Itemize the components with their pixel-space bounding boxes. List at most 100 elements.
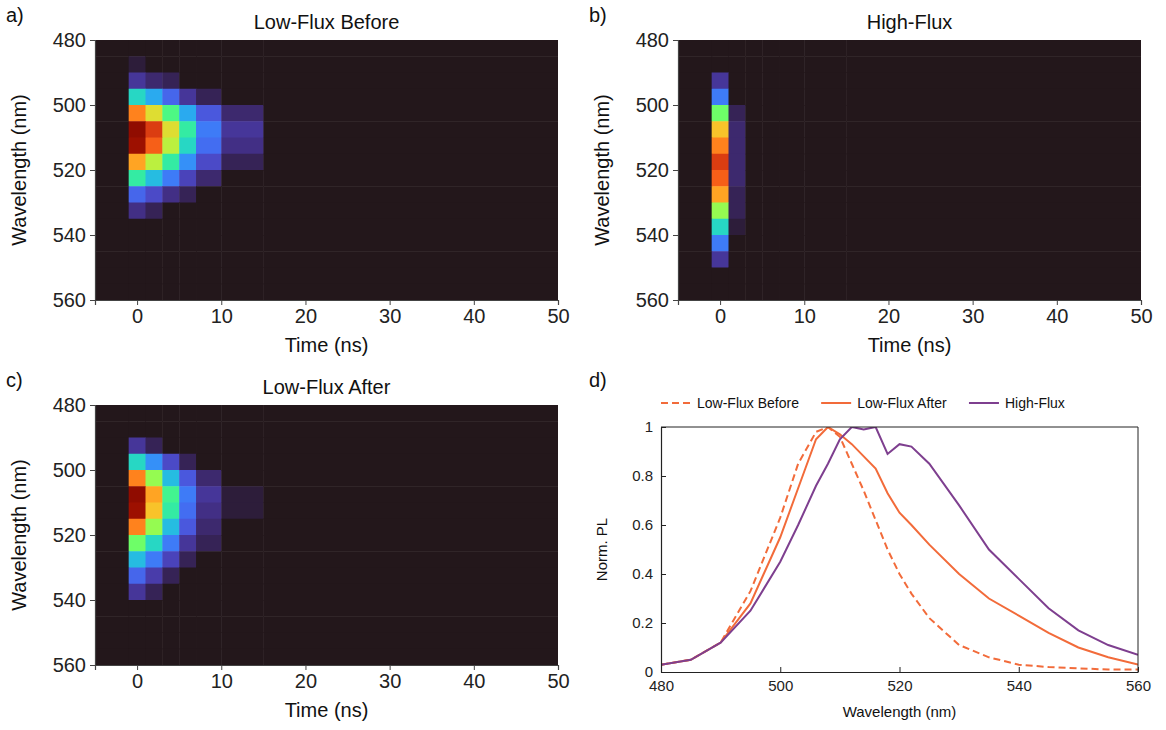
cell	[146, 40, 163, 57]
cell	[712, 251, 729, 268]
tick: 20	[295, 665, 317, 692]
cell	[762, 203, 779, 220]
tick-label: 0	[645, 663, 653, 680]
tick: 540	[636, 224, 678, 246]
tick-label: 0	[715, 305, 726, 327]
cell	[779, 89, 805, 106]
cell	[846, 40, 1141, 57]
cell	[179, 519, 196, 536]
cell	[146, 633, 163, 650]
tick-label: 520	[636, 159, 669, 181]
frame	[661, 427, 1138, 428]
cell	[729, 170, 746, 187]
cell	[129, 568, 146, 585]
cell	[146, 170, 163, 187]
cell	[146, 568, 163, 585]
tick-mark	[661, 525, 666, 526]
tick-label: 30	[379, 305, 401, 327]
cell	[146, 105, 163, 122]
cell	[196, 203, 222, 220]
cell	[221, 503, 264, 520]
tick: 520	[636, 159, 678, 181]
legend-label: Low-Flux Before	[697, 395, 799, 411]
tick-mark	[673, 105, 678, 106]
x-axis: 01020304050	[679, 300, 1153, 327]
tick-label: 540	[1007, 677, 1032, 694]
cell	[779, 138, 805, 155]
cell	[179, 268, 196, 285]
cell	[678, 154, 712, 171]
cell	[196, 73, 222, 90]
tick-label: 40	[463, 670, 485, 692]
cell	[196, 56, 222, 73]
cell	[162, 73, 179, 90]
tick: 40	[463, 665, 485, 692]
cell	[263, 421, 558, 438]
cell	[762, 154, 779, 171]
tick-label: 480	[53, 29, 86, 51]
cell	[221, 268, 264, 285]
tick: 50	[547, 665, 569, 692]
cell	[95, 219, 129, 236]
cell	[263, 89, 558, 106]
cell	[221, 486, 264, 503]
cell	[146, 421, 163, 438]
tick-label: 10	[211, 305, 233, 327]
tick: 500	[768, 667, 793, 694]
cell	[146, 470, 163, 487]
cell	[146, 73, 163, 90]
cell	[846, 138, 1141, 155]
cell	[221, 121, 264, 138]
cell	[129, 470, 146, 487]
cell	[745, 203, 762, 220]
tick-label: 560	[636, 289, 669, 311]
cell	[196, 600, 222, 617]
x-axis: 01020304050	[96, 300, 570, 327]
cell	[95, 551, 129, 568]
tick-label: 0.8	[632, 467, 653, 484]
tick-mark	[900, 667, 901, 672]
cell	[263, 268, 558, 285]
cell	[263, 284, 558, 300]
cell	[146, 405, 163, 422]
x-axis-title: Time (ns)	[285, 334, 369, 356]
cell	[729, 186, 746, 203]
cell	[804, 170, 847, 187]
tick: 30	[962, 300, 984, 327]
tick: 520	[887, 667, 912, 694]
cell	[745, 56, 762, 73]
cell	[95, 600, 129, 617]
cell	[712, 138, 729, 155]
cell	[146, 519, 163, 536]
cell	[846, 284, 1141, 300]
panel-label: a)	[6, 4, 24, 26]
cell	[162, 203, 179, 220]
cell	[129, 519, 146, 536]
cell	[745, 73, 762, 90]
cell	[129, 121, 146, 138]
cell	[745, 138, 762, 155]
cell	[678, 186, 712, 203]
cell	[146, 438, 163, 455]
cell	[129, 203, 146, 220]
panel: a)01020304050480500520540560Low-Flux Bef…	[6, 4, 570, 356]
cell	[95, 251, 129, 268]
cell	[221, 89, 264, 106]
cell	[762, 89, 779, 106]
cell	[804, 268, 847, 285]
cell	[179, 105, 196, 122]
cell	[221, 284, 264, 300]
cell	[162, 105, 179, 122]
cell	[221, 56, 264, 73]
tick-mark	[661, 476, 666, 477]
cell	[221, 186, 264, 203]
cell	[129, 284, 146, 300]
panel-label: d)	[589, 369, 607, 391]
cell	[779, 235, 805, 252]
cell	[712, 56, 729, 73]
cell	[263, 405, 558, 422]
cell	[804, 251, 847, 268]
cell	[745, 40, 762, 57]
cell	[179, 251, 196, 268]
tick: 540	[53, 589, 95, 611]
